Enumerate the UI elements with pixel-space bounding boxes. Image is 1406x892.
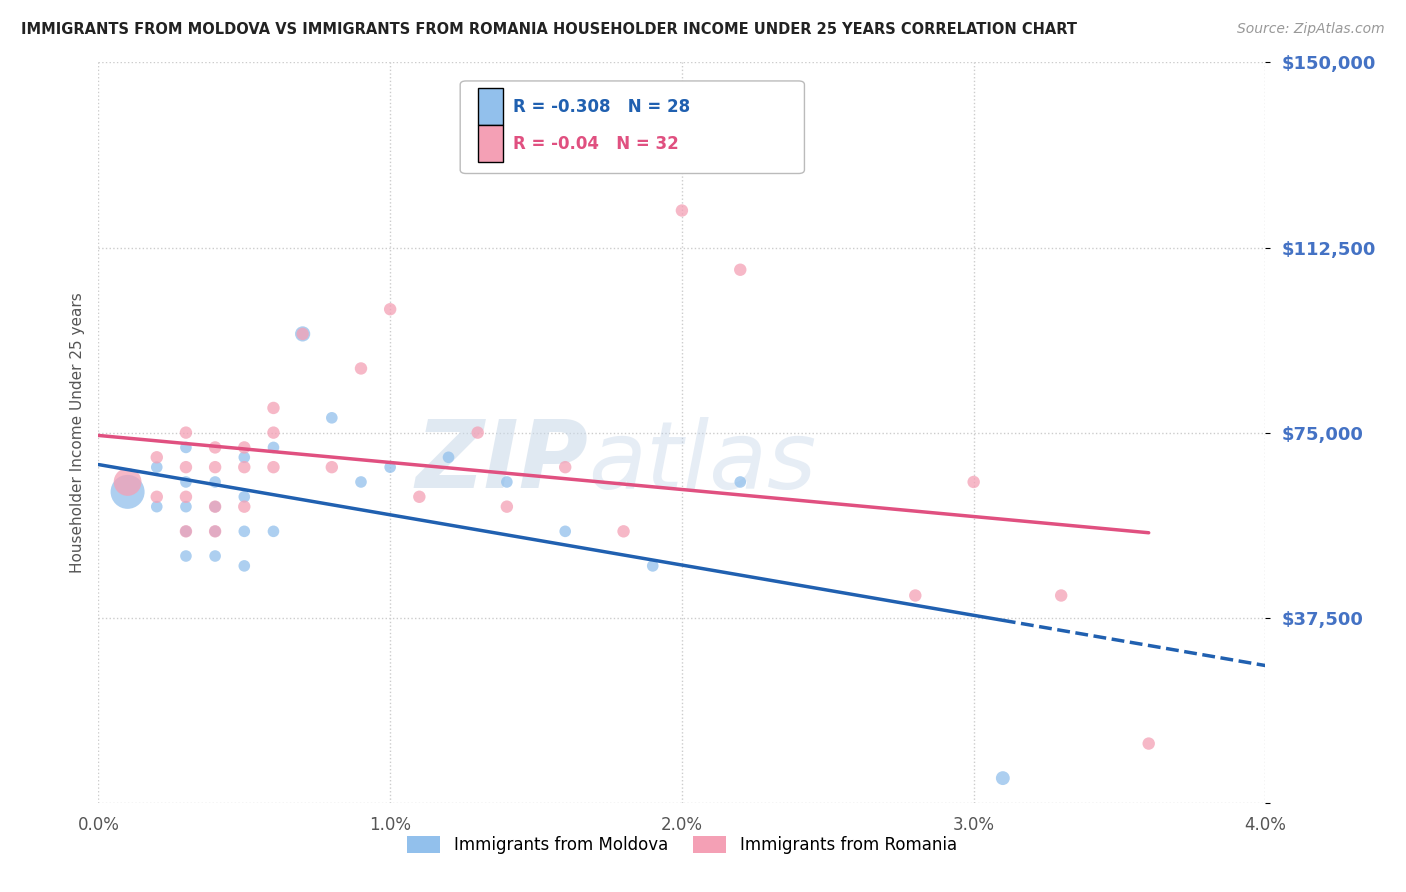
Point xyxy=(380,302,402,317)
Text: Source: ZipAtlas.com: Source: ZipAtlas.com xyxy=(1237,22,1385,37)
Point xyxy=(174,441,197,455)
Point xyxy=(117,484,139,499)
Point xyxy=(204,549,226,563)
Point xyxy=(174,524,197,539)
Point xyxy=(730,262,752,277)
Point xyxy=(467,425,489,440)
Point xyxy=(437,450,460,465)
Point xyxy=(174,475,197,489)
Point xyxy=(408,490,430,504)
Point xyxy=(612,524,634,539)
Point xyxy=(350,475,373,489)
Point xyxy=(291,326,314,341)
Text: IMMIGRANTS FROM MOLDOVA VS IMMIGRANTS FROM ROMANIA HOUSEHOLDER INCOME UNDER 25 Y: IMMIGRANTS FROM MOLDOVA VS IMMIGRANTS FR… xyxy=(21,22,1077,37)
Point xyxy=(730,475,752,489)
Point xyxy=(962,475,984,489)
Point xyxy=(1050,589,1073,603)
Point xyxy=(380,460,402,475)
Point xyxy=(174,460,197,475)
Point xyxy=(641,558,664,573)
Point xyxy=(146,490,169,504)
Point xyxy=(204,500,226,514)
Point xyxy=(117,475,139,489)
Point xyxy=(174,524,197,539)
Point xyxy=(204,475,226,489)
Point xyxy=(554,524,576,539)
Point xyxy=(204,500,226,514)
Point xyxy=(204,524,226,539)
Point xyxy=(146,460,169,475)
FancyBboxPatch shape xyxy=(478,126,503,162)
Point xyxy=(146,500,169,514)
Point xyxy=(262,460,284,475)
Point xyxy=(174,500,197,514)
Point xyxy=(991,771,1014,785)
Point xyxy=(233,441,256,455)
Text: R = -0.04   N = 32: R = -0.04 N = 32 xyxy=(513,135,679,153)
Point xyxy=(262,401,284,415)
Point xyxy=(262,441,284,455)
Point xyxy=(262,425,284,440)
Point xyxy=(554,460,576,475)
Text: atlas: atlas xyxy=(589,417,817,508)
Point xyxy=(204,524,226,539)
Y-axis label: Householder Income Under 25 years: Householder Income Under 25 years xyxy=(69,293,84,573)
Point xyxy=(321,460,343,475)
Point xyxy=(233,500,256,514)
Point xyxy=(1137,737,1160,751)
Point xyxy=(174,425,197,440)
Point xyxy=(174,490,197,504)
Text: R = -0.308   N = 28: R = -0.308 N = 28 xyxy=(513,98,690,116)
FancyBboxPatch shape xyxy=(460,81,804,173)
Legend: Immigrants from Moldova, Immigrants from Romania: Immigrants from Moldova, Immigrants from… xyxy=(401,830,963,861)
Point xyxy=(291,326,314,341)
Text: ZIP: ZIP xyxy=(416,417,589,508)
Point xyxy=(204,441,226,455)
Point xyxy=(233,524,256,539)
Point xyxy=(204,460,226,475)
Point xyxy=(496,475,519,489)
Point xyxy=(904,589,927,603)
Point xyxy=(174,549,197,563)
Point xyxy=(321,410,343,425)
Point xyxy=(146,450,169,465)
Point xyxy=(262,524,284,539)
Point xyxy=(233,460,256,475)
Point xyxy=(233,450,256,465)
FancyBboxPatch shape xyxy=(478,88,503,126)
Point xyxy=(233,490,256,504)
Point xyxy=(671,203,693,218)
Point xyxy=(350,361,373,376)
Point xyxy=(233,558,256,573)
Point xyxy=(496,500,519,514)
